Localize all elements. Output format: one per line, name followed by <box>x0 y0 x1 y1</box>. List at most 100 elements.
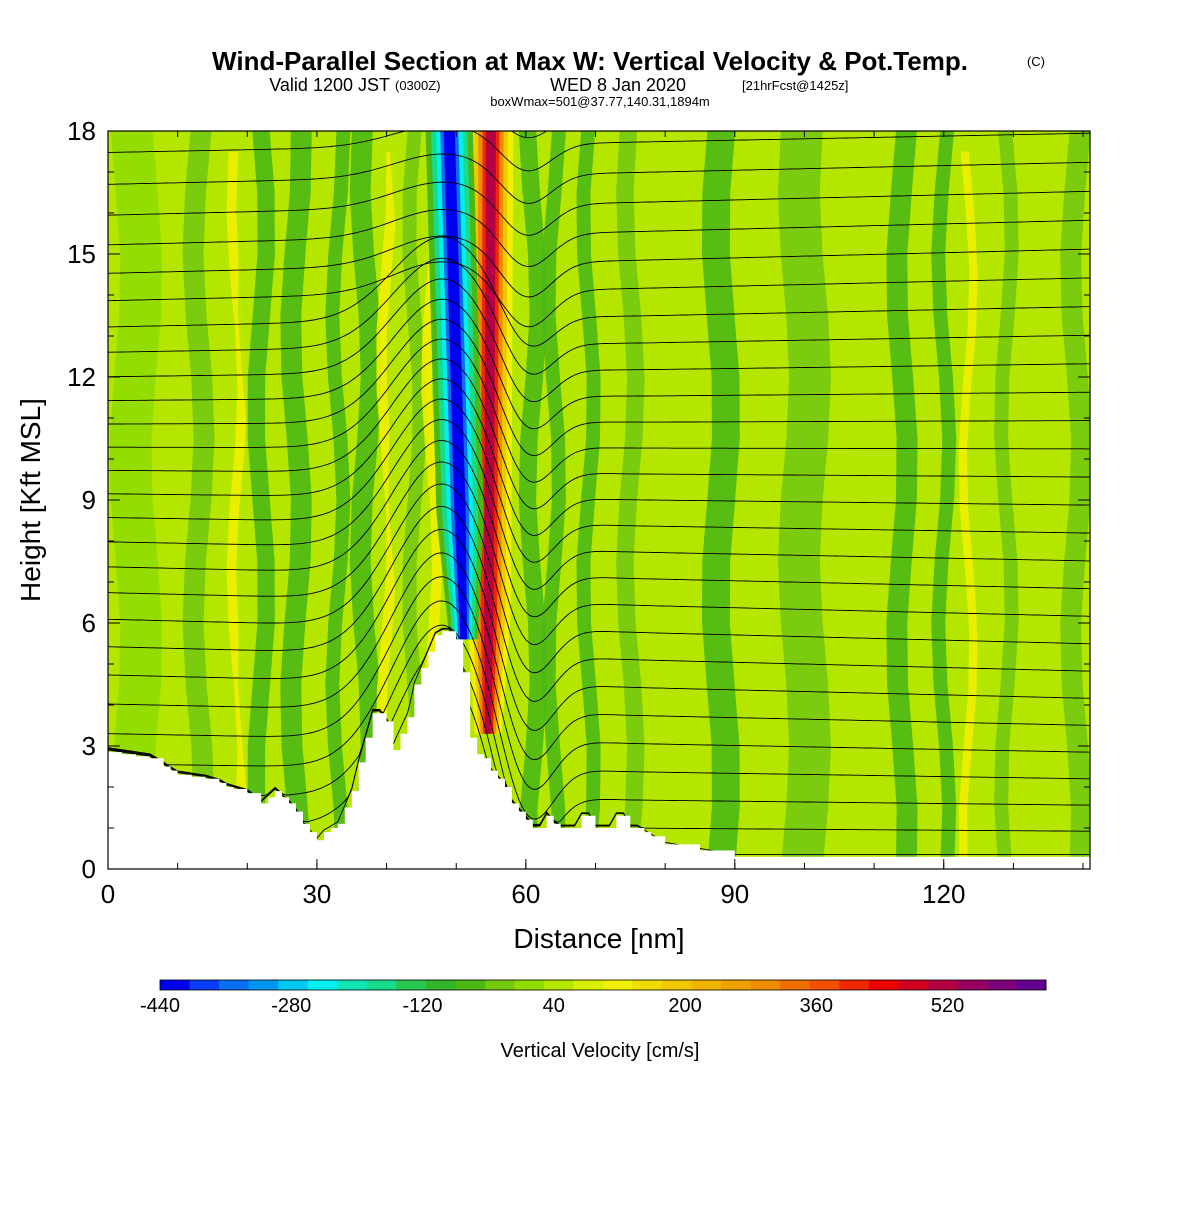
colorbar-swatch <box>927 980 958 990</box>
field-band <box>388 131 413 869</box>
terrain <box>108 631 1090 869</box>
theta-contour <box>108 338 1090 483</box>
colorbar-tick-label: -440 <box>140 995 180 1017</box>
field-band <box>958 151 978 869</box>
field-band <box>976 131 995 869</box>
field-band <box>109 131 162 869</box>
x-tick-label: 0 <box>101 879 115 909</box>
field-band <box>931 131 957 869</box>
colorbar-swatch <box>189 980 220 990</box>
colorbar-swatch <box>809 980 840 990</box>
colorbar-swatch <box>248 980 279 990</box>
colorbar-swatch <box>632 980 663 990</box>
y-tick-label: 6 <box>82 608 96 638</box>
theta-contour <box>108 209 1090 267</box>
colorbar-swatch <box>986 980 1017 990</box>
colorbar-tick-label: -120 <box>403 995 443 1017</box>
valid-time-label: Valid 1200 JST <box>269 75 390 95</box>
theta-contour <box>108 131 1090 172</box>
x-tick-label: 90 <box>720 879 749 909</box>
colorbar-swatch <box>455 980 486 990</box>
colorbar-swatch <box>750 980 781 990</box>
theta-contour <box>108 576 1090 790</box>
colorbar-swatch <box>425 980 456 990</box>
field-band <box>701 131 740 869</box>
theta-contours <box>108 131 1090 856</box>
theta-contour <box>108 235 1090 298</box>
y-axis-label: Height [Kft MSL] <box>15 398 46 602</box>
theta-contour <box>108 298 1090 430</box>
box-max-label: boxWmax=501@37.77,140.31,1894m <box>490 94 710 109</box>
field-band <box>994 131 1019 869</box>
valid-zulu-label: (0300Z) <box>395 78 441 93</box>
y-tick-label: 3 <box>82 731 96 761</box>
colorbar-swatch <box>484 980 515 990</box>
colorbar-swatch <box>721 980 752 990</box>
colorbar-swatch <box>278 980 309 990</box>
theta-contour <box>108 358 1090 510</box>
y-tick-label: 18 <box>67 116 96 146</box>
x-tick-label: 30 <box>302 879 331 909</box>
field-band <box>247 131 275 869</box>
colorbar-swatch <box>573 980 604 990</box>
field-band <box>541 131 566 869</box>
colorbar-swatch <box>160 980 191 990</box>
theta-contour <box>108 181 1090 236</box>
colorbar-swatch <box>366 980 397 990</box>
velocity-field <box>108 131 1090 869</box>
theta-contour <box>108 440 1090 618</box>
theta-contour <box>108 278 1090 403</box>
valid-date-label: WED 8 Jan 2020 <box>550 75 686 95</box>
colorbar-swatch <box>839 980 870 990</box>
theta-contour <box>108 624 1090 825</box>
colorbar-swatch <box>868 980 899 990</box>
colorbar-swatch <box>662 980 693 990</box>
theta-contour <box>108 318 1090 457</box>
colorbar-swatch <box>514 980 545 990</box>
colorbar-title: Vertical Velocity [cm/s] <box>501 1040 700 1062</box>
theta-contour <box>108 378 1090 536</box>
terrain-profile <box>108 631 1090 869</box>
field-band <box>886 131 918 869</box>
chart-title: Wind-Parallel Section at Max W: Vertical… <box>212 46 968 76</box>
forecast-label: [21hrFcst@1425z] <box>742 78 848 93</box>
downdraft-core-4 <box>443 131 467 640</box>
theta-contour <box>108 257 1090 375</box>
theta-contour <box>108 419 1090 590</box>
field-band <box>280 131 312 869</box>
colorbar-tick-label: -280 <box>271 995 311 1017</box>
x-axis-label: Distance [nm] <box>513 923 684 954</box>
theta-contour <box>108 600 1090 820</box>
y-tick-label: 12 <box>67 362 96 392</box>
colorbar-swatch <box>543 980 574 990</box>
theta-contour <box>108 483 1090 674</box>
colorbar-swatch <box>957 980 988 990</box>
colorbar-tick-label: 520 <box>931 995 964 1017</box>
field-band <box>349 131 382 869</box>
copyright-mark: (C) <box>1027 54 1045 69</box>
theta-contour <box>108 528 1090 731</box>
colorbar-swatch <box>1016 980 1047 990</box>
y-tick-label: 0 <box>82 854 96 884</box>
colorbar-tick-label: 360 <box>800 995 833 1017</box>
field-band <box>777 131 831 869</box>
field-band <box>1060 131 1090 869</box>
field-band <box>518 131 547 869</box>
x-tick-label: 60 <box>511 879 540 909</box>
colorbar-swatch <box>780 980 811 990</box>
colorbar: -440 -280 -120 40 200 360 520 <box>140 979 1047 1017</box>
theta-contour <box>108 461 1090 645</box>
colorbar-swatch <box>603 980 634 990</box>
theta-contour <box>108 628 1090 856</box>
theta-contour <box>108 398 1090 563</box>
field-band <box>182 131 215 869</box>
theta-contour <box>108 153 1090 204</box>
axes: 0 30 60 90 120 0 3 6 9 12 15 18 <box>67 116 1090 909</box>
theta-contour <box>108 552 1090 761</box>
colorbar-swatch <box>396 980 427 990</box>
colorbar-swatch <box>898 980 929 990</box>
theta-contour <box>108 261 1090 328</box>
colorbar-swatch <box>219 980 250 990</box>
